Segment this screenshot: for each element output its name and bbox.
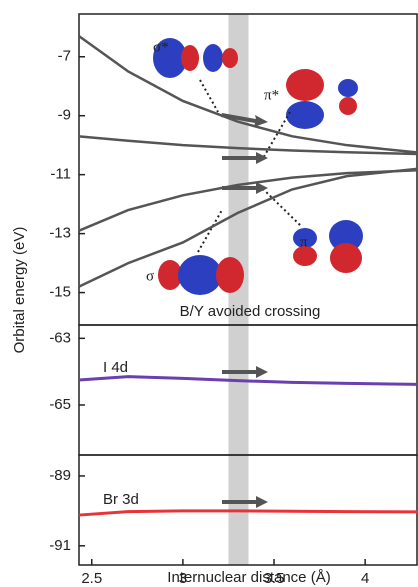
y-tick-label: -63 <box>49 329 71 346</box>
y-tick-label: -7 <box>58 48 71 65</box>
series-line <box>78 35 418 154</box>
series-line <box>78 168 418 232</box>
series-line <box>78 509 418 517</box>
x-tick-label: 2.5 <box>81 570 102 587</box>
decorations <box>153 38 363 508</box>
y-tick-label: -9 <box>58 107 71 124</box>
y-tick-label: -15 <box>49 284 71 301</box>
series-line <box>78 167 418 288</box>
x-axis-label: Internuclear distance (Å) <box>167 569 330 586</box>
series-label: σ <box>146 268 154 284</box>
arrows <box>221 113 268 508</box>
y-tick-label: -11 <box>50 166 71 183</box>
panel-frame <box>78 454 418 566</box>
y-axis-label: Orbital energy (eV) <box>11 227 28 354</box>
x-tick-label: 3.5 <box>264 570 285 587</box>
orbital-pi <box>293 220 363 273</box>
series-label: I 4d <box>103 359 128 376</box>
pointer-lines <box>197 79 301 253</box>
orbital-sigma <box>158 255 244 295</box>
series-label: π* <box>264 87 279 103</box>
series-label: σ* <box>153 39 169 55</box>
x-tick-label: 3 <box>179 570 187 587</box>
annotation: B/Y avoided crossing <box>180 303 321 320</box>
series-label: π <box>300 234 308 250</box>
series-line <box>78 135 418 156</box>
orbital-pi-star <box>286 69 358 129</box>
avoided-crossing-band <box>228 14 249 325</box>
y-tick-label: -89 <box>49 467 71 484</box>
y-tick-label: -91 <box>49 537 71 554</box>
orbital-sigma-star <box>153 38 238 78</box>
series-label: Br 3d <box>103 491 139 508</box>
y-tick-label: -13 <box>49 225 71 242</box>
x-tick-label: 4 <box>361 570 369 587</box>
y-tick-label: -65 <box>49 396 71 413</box>
series-line <box>78 375 418 386</box>
avoided-crossing-band <box>228 325 249 455</box>
